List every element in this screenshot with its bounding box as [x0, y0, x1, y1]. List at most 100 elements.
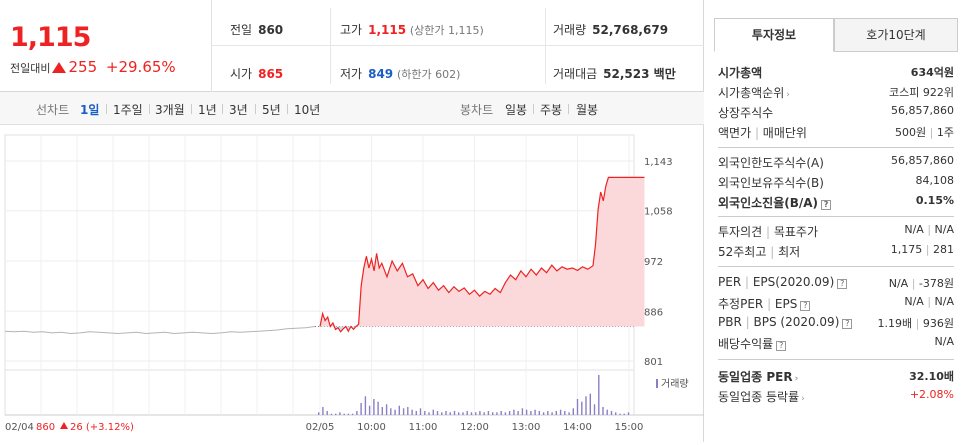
- price-change: 전일대비 255 +29.65%: [10, 58, 176, 76]
- tab-1w[interactable]: 1주일: [113, 103, 143, 117]
- volume: 거래량 52,768,679: [553, 21, 668, 38]
- price-line: [319, 176, 645, 333]
- change-amount: 255: [68, 58, 98, 76]
- price-area-down: [320, 326, 645, 332]
- cap-rank-label[interactable]: 시가총액순위 ›: [718, 84, 790, 101]
- shares-label: 상장주식수: [718, 106, 774, 120]
- sector-change-value: +2.08%: [909, 388, 954, 401]
- volume-bar: [619, 413, 621, 415]
- per-value: N/A: [888, 277, 909, 290]
- opinion-target-label: 투자의견 | 목표주가: [718, 225, 819, 239]
- volume-label: 거래량: [553, 23, 587, 37]
- x-tick-label: 11:00: [409, 422, 438, 433]
- volume-bar: [513, 409, 515, 415]
- tab-orderbook[interactable]: 호가10단계: [834, 18, 958, 52]
- divider: [545, 8, 546, 84]
- volume-bar: [428, 412, 430, 415]
- help-icon[interactable]: ?: [800, 301, 811, 311]
- x-tick-label: 13:00: [512, 422, 541, 433]
- tab-10y[interactable]: 10년: [294, 103, 321, 117]
- est-eps-label: EPS: [774, 297, 798, 311]
- lot-value: 1주: [936, 126, 954, 139]
- volume-bar: [610, 411, 613, 415]
- volume-bar: [402, 408, 405, 415]
- tab-weekly[interactable]: 주봉: [540, 103, 563, 117]
- high-price: 고가 1,115 (상한가 1,115): [340, 21, 484, 38]
- volume-bar: [508, 411, 511, 415]
- volume-bar: [436, 411, 439, 415]
- tab-daily[interactable]: 일봉: [505, 103, 528, 117]
- volume-bar: [555, 411, 557, 415]
- est-eps-value: N/A: [934, 295, 954, 308]
- volume-bar: [576, 399, 579, 415]
- tab-monthly[interactable]: 월봉: [576, 103, 599, 117]
- foreign-ratio-text: 외국인소진율(B/A): [718, 196, 819, 210]
- low-value: 849: [368, 67, 394, 81]
- volume-bar: [534, 409, 536, 415]
- chevron-right-icon: ›: [794, 374, 799, 384]
- tab-5y[interactable]: 5년: [262, 103, 281, 117]
- open-label: 시가: [230, 67, 253, 81]
- bps-value: 936원: [922, 317, 954, 330]
- opinion-target-value: N/A | N/A: [904, 223, 954, 236]
- tab-1d[interactable]: 1일: [80, 103, 100, 117]
- volume-bar: [347, 413, 350, 415]
- volume-bar: [326, 411, 328, 415]
- par-lot-value: 500원 | 1주: [895, 126, 954, 139]
- prev-close-label: 전일: [230, 23, 253, 37]
- pbr-label: PBR: [718, 315, 742, 329]
- volume-bar: [623, 413, 625, 415]
- volume-bar: [525, 409, 528, 415]
- prev-day-line: [4, 326, 316, 335]
- volume-bar: [568, 412, 570, 415]
- y-tick-label: 801: [644, 357, 663, 368]
- tab-1y[interactable]: 1년: [198, 103, 217, 117]
- per-eps-label: PER | EPS(2020.09)?: [718, 275, 848, 289]
- volume-bar: [415, 411, 417, 415]
- foreign-hold-label: 외국인보유주식수(B): [718, 176, 824, 190]
- volume-bar: [466, 411, 468, 415]
- volume-bar: [517, 411, 519, 415]
- w52-high-value: 1,175: [890, 243, 923, 256]
- volume-bar: [606, 409, 608, 415]
- volume-bar: [538, 411, 540, 415]
- x-tick-label: 02/05: [306, 422, 335, 433]
- help-icon[interactable]: ?: [842, 319, 853, 329]
- sector-per-value: 32.10배: [909, 370, 954, 383]
- eps-label: EPS(2020.09): [752, 275, 835, 289]
- tab-3y[interactable]: 3년: [229, 103, 248, 117]
- foreign-hold-value: 84,108: [915, 174, 955, 187]
- sector-change-label[interactable]: 동일업종 등락률 ›: [718, 388, 805, 405]
- opinion-label: 투자의견: [718, 225, 763, 239]
- est-per-label: 추정PER: [718, 297, 764, 311]
- lot-label: 매매단위: [762, 126, 807, 140]
- par-value: 500원: [895, 126, 927, 139]
- sector-per-label[interactable]: 동일업종 PER ›: [718, 368, 798, 385]
- volume-bar: [339, 412, 341, 415]
- y-tick-label: 886: [644, 307, 663, 318]
- x-tick-label: 10:00: [357, 422, 386, 433]
- volume-bar: [351, 413, 354, 415]
- help-icon[interactable]: ?: [776, 341, 787, 351]
- volume-bar: [585, 396, 587, 415]
- tab-3m[interactable]: 3개월: [155, 103, 185, 117]
- prev-close-value: 860: [258, 23, 284, 37]
- volume-bar: [492, 412, 494, 415]
- volume-bar: [322, 407, 324, 415]
- help-icon[interactable]: ?: [837, 279, 848, 289]
- market-cap-value: 634억원: [910, 66, 954, 79]
- market-cap-label: 시가총액: [718, 66, 763, 80]
- x-tick-label: 14:00: [563, 422, 592, 433]
- volume-bar: [504, 412, 507, 415]
- investment-info-panel: 투자정보 호가10단계 시가총액 634억원 시가총액순위 › 코스피 922위 상장…: [704, 0, 966, 442]
- lower-limit: (하한가 602): [396, 68, 461, 81]
- opinion-value: N/A: [904, 223, 924, 236]
- volume-bar: [411, 409, 413, 415]
- help-icon[interactable]: ?: [821, 200, 832, 210]
- intraday-chart: 1,143 1,058 972 886 801 거래량 02/04 02/05 10:00 11:…: [0, 125, 704, 442]
- tab-investment-info[interactable]: 투자정보: [714, 18, 834, 52]
- volume-bar: [598, 375, 600, 415]
- divider: [287, 104, 288, 114]
- est-per-eps-label: 추정PER | EPS?: [718, 295, 811, 312]
- amount-value: 52,523 백만: [603, 67, 676, 81]
